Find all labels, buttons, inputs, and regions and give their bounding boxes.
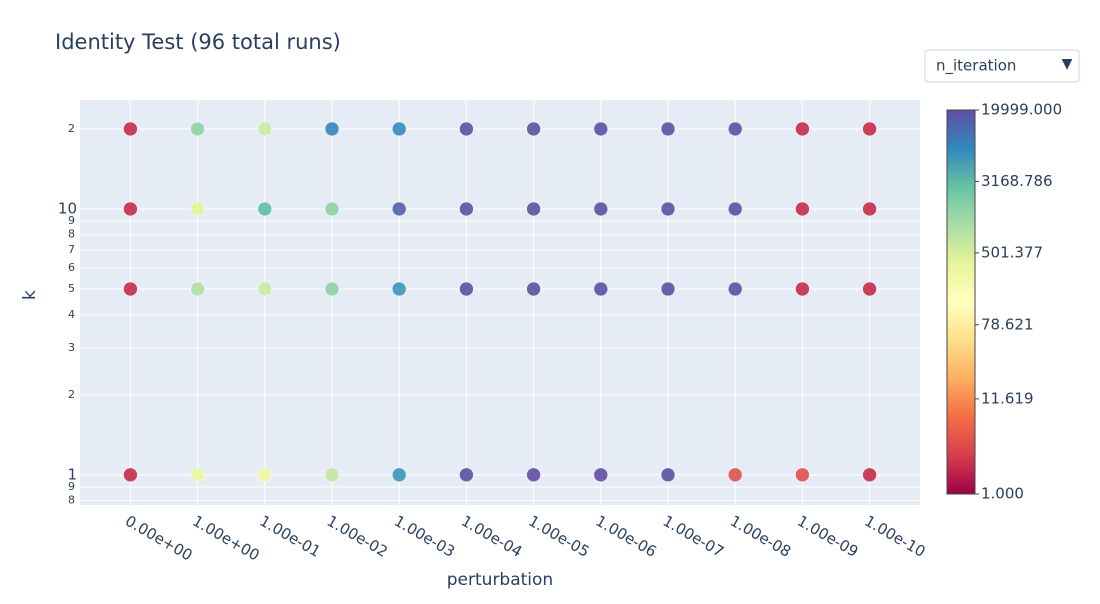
point: [660, 467, 676, 483]
point: [391, 467, 407, 483]
point: [593, 281, 609, 297]
point: [257, 281, 273, 297]
point: [660, 121, 676, 137]
point: [459, 281, 474, 297]
grid: [80, 100, 920, 505]
y-tick-label: 8: [68, 494, 75, 507]
point: [862, 201, 877, 217]
point: [257, 467, 273, 483]
point: [593, 201, 609, 217]
point: [727, 467, 743, 483]
colorbar-tick-label: 11.619: [981, 389, 1034, 407]
point: [257, 121, 273, 137]
y-tick-label: 3: [68, 341, 75, 354]
dropdown-label[interactable]: n_iteration: [936, 57, 1016, 76]
point: [795, 281, 810, 297]
colorbar-tick-label: 19999.000: [981, 101, 1062, 119]
point: [257, 201, 273, 217]
point: [324, 467, 340, 483]
y-tick-label: 4: [68, 308, 75, 321]
y-tick-label: 10: [58, 199, 77, 217]
point: [123, 467, 138, 483]
y-axis-title: k: [20, 290, 40, 300]
x-tick-label: 0.00e+00: [122, 512, 195, 565]
point: [727, 121, 743, 137]
point: [190, 467, 205, 483]
point: [391, 201, 407, 217]
point: [526, 467, 541, 483]
dropdown-box[interactable]: [924, 49, 1080, 83]
point: [123, 121, 138, 137]
point: [324, 281, 340, 297]
point: [526, 281, 541, 297]
colorbar-tick-label: 501.377: [981, 243, 1043, 261]
point: [190, 201, 205, 217]
point: [526, 121, 541, 137]
point: [391, 121, 407, 137]
point: [391, 281, 407, 297]
point: [459, 201, 474, 217]
x-tick-label: 1.00e-04: [458, 512, 525, 561]
point: [795, 201, 810, 217]
point: [862, 281, 877, 297]
dropdown[interactable]: n_iteration ▼: [924, 49, 1080, 83]
point: [123, 281, 138, 297]
plot-area: [80, 100, 920, 505]
point: [795, 121, 810, 137]
x-tick-label: 1.00e+00: [189, 512, 262, 565]
x-axis-title: perturbation: [447, 570, 553, 590]
x-tick-label: 1.00e-06: [593, 512, 660, 561]
y-tick-label: 2: [68, 388, 75, 401]
point: [123, 201, 138, 217]
point: [593, 467, 609, 483]
x-tick-label: 1.00e-08: [727, 512, 794, 561]
point: [526, 201, 541, 217]
point: [727, 281, 743, 297]
y-tick-label: 9: [68, 214, 75, 227]
colorbar-tick-label: 3168.786: [981, 172, 1053, 190]
y-tick-label: 6: [68, 261, 75, 274]
y-tick-label: 2: [68, 122, 75, 135]
x-tick-label: 1.00e-10: [861, 512, 928, 561]
x-tick-label: 1.00e-01: [257, 512, 324, 561]
point: [190, 121, 205, 137]
y-tick-label: 9: [68, 480, 75, 493]
dropdown-arrow[interactable]: ▼: [1062, 56, 1073, 72]
point: [459, 467, 474, 483]
point: [459, 121, 474, 137]
chart-title: Identity Test (96 total runs): [55, 30, 341, 54]
x-tick-label: 1.00e-07: [660, 512, 727, 561]
colorbar: [946, 109, 976, 495]
point: [190, 281, 205, 297]
point: [660, 281, 676, 297]
point: [324, 121, 340, 137]
point: [593, 121, 609, 137]
y-tick-label: 1: [67, 465, 77, 483]
x-tick-label: 1.00e-02: [324, 512, 391, 561]
point: [795, 467, 810, 483]
y-tick-label: 5: [68, 282, 75, 295]
colorbar-tick-label: 1.000: [981, 485, 1024, 503]
x-tick-label: 1.00e-03: [391, 512, 458, 561]
x-tick-label: 1.00e-05: [525, 512, 592, 561]
point: [862, 467, 877, 483]
x-tick-label: 1.00e-09: [794, 512, 861, 561]
colorbar-tick-label: 78.621: [981, 315, 1034, 333]
point: [660, 201, 676, 217]
point: [324, 201, 340, 217]
y-tick-label: 8: [68, 228, 75, 241]
point: [862, 121, 877, 137]
y-tick-label: 7: [68, 243, 75, 256]
point: [727, 201, 743, 217]
